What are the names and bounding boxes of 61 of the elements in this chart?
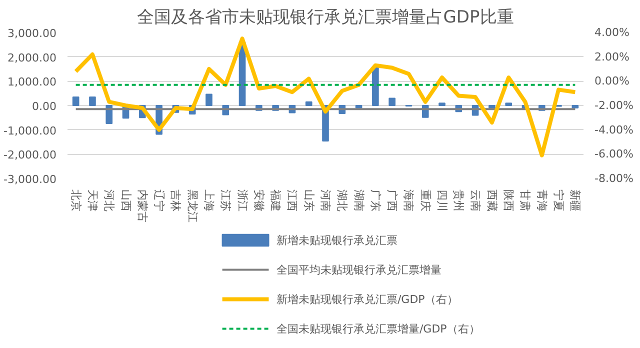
x-tick-label: 重庆: [418, 190, 432, 212]
bar: [372, 67, 379, 106]
bar: [206, 94, 212, 106]
y2-tick-label: -8.00%: [594, 172, 634, 185]
x-tick-label: 黑龙江: [186, 190, 199, 222]
legend-label: 新增未贴现银行承兑汇票/GDP（右）: [276, 292, 458, 306]
x-tick-label: 河南: [319, 190, 332, 212]
line-series: [74, 36, 578, 158]
x-tick-label: 湖北: [336, 190, 349, 212]
y-tick-label: -3,000.00: [4, 173, 57, 186]
bar: [388, 98, 396, 106]
y2-tick-label: 4.00%: [594, 26, 630, 39]
y-tick-label: 3,000.00: [8, 27, 56, 40]
x-tick-label: 辽宁: [152, 190, 166, 212]
legend-label: 全国未贴现银行承兑汇票增量/GDP（右）: [276, 322, 480, 336]
x-tick-label: 江西: [286, 190, 299, 212]
y2-tick-label: 0.00%: [594, 74, 630, 88]
y-tick-label: -2,000.00: [4, 148, 57, 162]
x-tick-label: 湖南: [352, 190, 366, 212]
bar: [72, 96, 80, 106]
x-tick-label: 陕西: [502, 190, 516, 212]
x-tick-label: 天津: [86, 190, 99, 212]
bar: [572, 105, 579, 108]
y-tick-label: 1,000.00: [8, 76, 56, 89]
x-tick-label: 云南: [468, 190, 482, 212]
x-tick-label: 浙江: [236, 190, 249, 212]
y2-tick-label: -4.00%: [594, 123, 634, 136]
x-tick-label: 河北: [102, 190, 116, 212]
bar: [488, 105, 496, 108]
x-tick-label: 上海: [202, 190, 216, 212]
x-tick-label: 山东: [302, 190, 316, 212]
y2-tick-label: 2.00%: [594, 50, 630, 64]
x-tick-label: 山西: [119, 190, 132, 212]
x-tick-label: 海南: [402, 190, 416, 212]
x-tick-label: 四川: [436, 190, 449, 212]
y2-tick-label: -2.00%: [594, 99, 634, 112]
legend-label: 新增未贴现银行承兑汇票: [276, 234, 398, 247]
y-tick-label: 0.00: [32, 100, 57, 113]
x-tick-label: 吉林: [169, 190, 182, 212]
legend-label: 全国平均未贴现银行承兑汇票增量: [276, 263, 442, 276]
x-tick-label: 宁夏: [552, 190, 566, 212]
x-tick-label: 福建: [269, 190, 282, 212]
x-tick-label: 内蒙古: [136, 190, 149, 222]
x-tick-label: 青海: [535, 190, 548, 212]
y2-tick-label: -6.00%: [594, 148, 634, 161]
x-tick-label: 西藏: [485, 190, 498, 212]
bar: [89, 96, 96, 106]
x-tick-label: 甘肃: [518, 190, 532, 212]
x-tick-label: 江苏: [219, 190, 232, 212]
x-tick-label: 安徽: [252, 190, 266, 212]
bar: [438, 102, 446, 106]
bar: [305, 101, 312, 106]
x-tick-label: 广东: [368, 190, 382, 212]
x-tick-label: 广西: [386, 190, 399, 212]
bar: [505, 102, 512, 106]
x-tick-label: 新疆: [568, 190, 582, 212]
x-tick-label: 贵州: [452, 190, 466, 212]
y-tick-label: 2,000.00: [8, 51, 56, 64]
chart-title: 全国及各省市未贴现银行承兑汇票增量占GDP比重: [137, 8, 514, 28]
x-tick-label: 北京: [69, 190, 82, 212]
y-tick-label: -1,000.00: [4, 124, 57, 138]
